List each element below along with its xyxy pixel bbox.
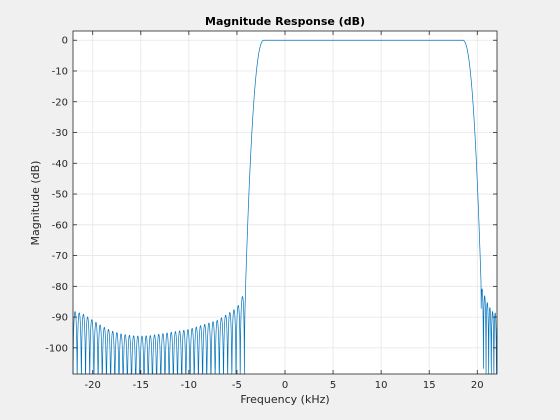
y-tick-label: -30 xyxy=(52,128,68,139)
y-axis-label: Magnitude (dB) xyxy=(29,161,42,246)
x-tick-label: 15 xyxy=(423,380,436,391)
chart-title: Magnitude Response (dB) xyxy=(205,15,365,28)
y-tick-label: -90 xyxy=(52,313,68,324)
magnitude-series xyxy=(72,39,498,375)
x-tick-label: 20 xyxy=(471,380,484,391)
y-tick-label: -60 xyxy=(52,220,68,231)
x-axis-label: Frequency (kHz) xyxy=(240,393,329,406)
y-tick-label: -10 xyxy=(52,66,68,77)
y-tick-label: -50 xyxy=(52,190,68,201)
y-tick-label: -40 xyxy=(52,159,68,170)
x-tick-label: -10 xyxy=(181,380,197,391)
x-tick-label: 5 xyxy=(330,380,336,391)
y-tick-label: -80 xyxy=(52,282,68,293)
x-tick-label: 0 xyxy=(282,380,288,391)
magnitude-curve xyxy=(72,39,498,375)
y-axis-ticks: 0 -10 -20 -30 -40 -50 -60 -70 -80 -90 -100 xyxy=(45,36,497,354)
y-tick-label: -100 xyxy=(45,343,68,354)
x-tick-label: -5 xyxy=(232,380,242,391)
x-tick-label: -20 xyxy=(85,380,101,391)
x-tick-label: -15 xyxy=(133,380,149,391)
y-tick-label: -70 xyxy=(52,251,68,262)
y-tick-label: -20 xyxy=(52,97,68,108)
x-axis-ticks: -20 -15 -10 -5 0 5 10 15 20 xyxy=(85,31,484,391)
x-tick-label: 10 xyxy=(375,380,388,391)
grid-lines xyxy=(73,31,497,374)
y-tick-label: 0 xyxy=(62,36,68,47)
